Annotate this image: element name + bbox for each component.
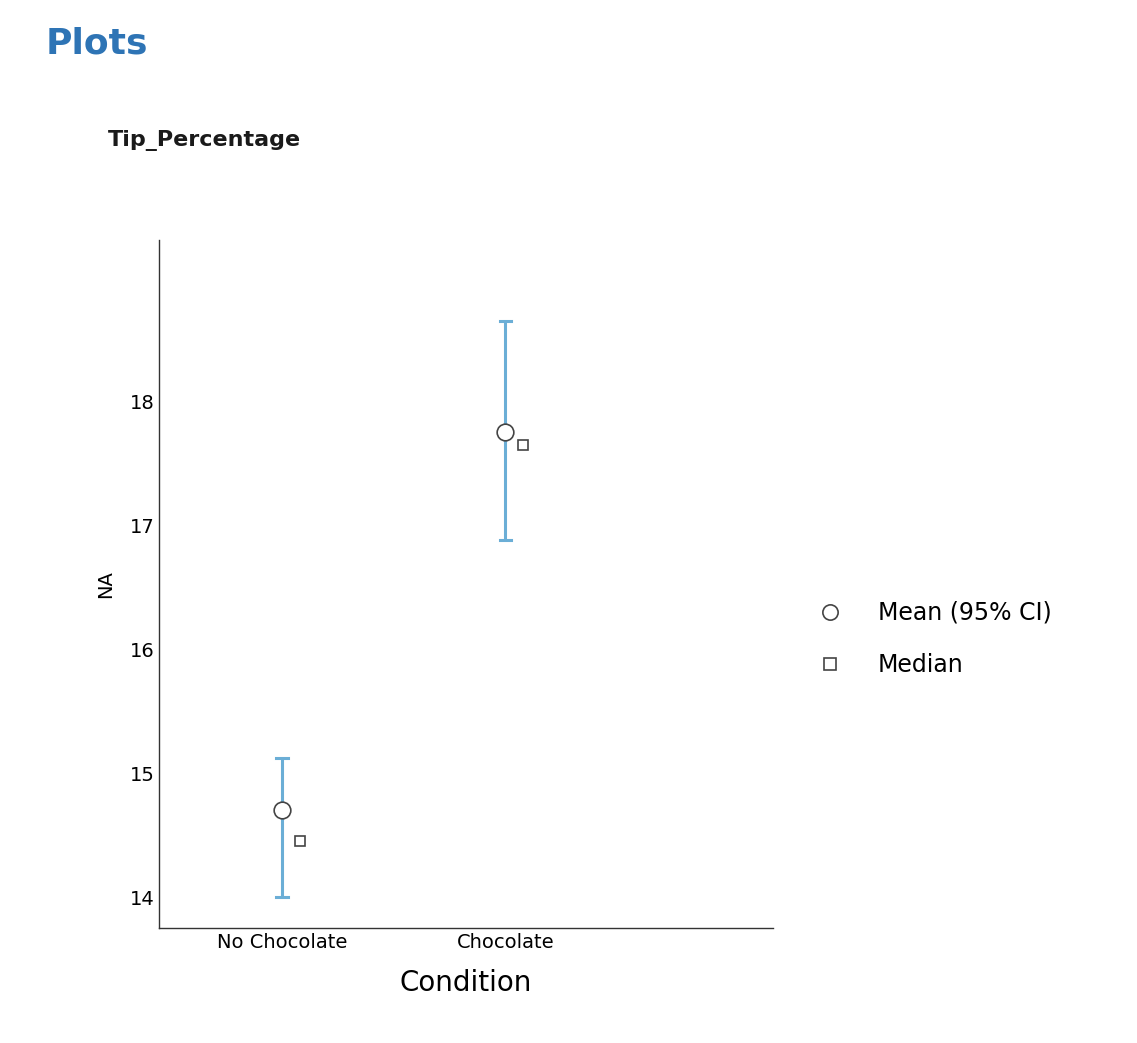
Text: Tip_Percentage: Tip_Percentage <box>108 130 301 151</box>
Y-axis label: NA: NA <box>97 571 116 598</box>
Legend: Mean (95% CI), Median: Mean (95% CI), Median <box>797 591 1061 686</box>
X-axis label: Condition: Condition <box>400 969 532 997</box>
Text: Plots: Plots <box>45 26 148 60</box>
